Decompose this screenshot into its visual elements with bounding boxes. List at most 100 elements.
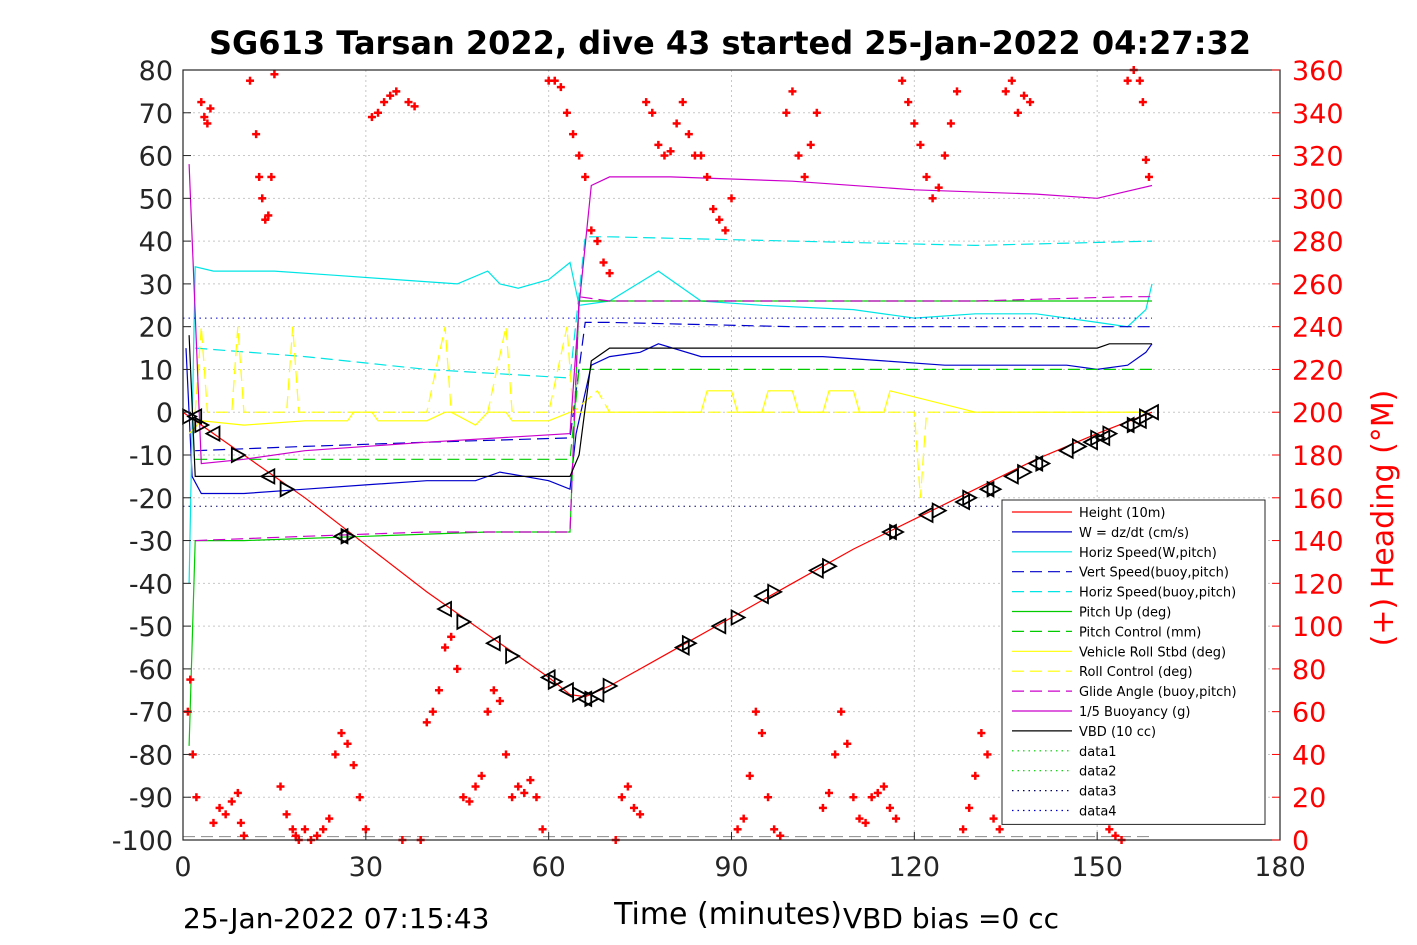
heading-point bbox=[209, 818, 218, 827]
y-tick-label: -70 bbox=[129, 698, 173, 729]
heading-point bbox=[422, 718, 431, 727]
heading-point bbox=[715, 215, 724, 224]
heading-point bbox=[800, 172, 809, 181]
heading-point bbox=[246, 76, 255, 85]
dive-marker bbox=[230, 446, 247, 464]
y-tick-label: -50 bbox=[129, 612, 173, 643]
heading-point bbox=[861, 818, 870, 827]
heading-point bbox=[239, 831, 248, 840]
y-right-tick-label: 0 bbox=[1292, 826, 1309, 857]
heading-point bbox=[867, 793, 876, 802]
heading-point bbox=[267, 172, 276, 181]
legend-label: W = dz/dt (cm/s) bbox=[1079, 526, 1189, 541]
heading-point bbox=[916, 140, 925, 149]
dive-marker bbox=[484, 634, 501, 652]
heading-point bbox=[1135, 76, 1144, 85]
y-tick-label: -40 bbox=[129, 569, 173, 600]
legend-label: Glide Angle (buoy,pitch) bbox=[1079, 685, 1237, 700]
series-layer bbox=[182, 164, 1153, 838]
legend-label: Height (10m) bbox=[1079, 506, 1165, 521]
heading-point bbox=[910, 119, 919, 128]
heading-point bbox=[678, 98, 687, 107]
heading-point bbox=[642, 98, 651, 107]
x-axis-label: Time (minutes) bbox=[613, 897, 842, 932]
heading-point bbox=[441, 643, 450, 652]
heading-point bbox=[703, 172, 712, 181]
heading-point bbox=[733, 825, 742, 834]
heading-point bbox=[428, 707, 437, 716]
heading-point bbox=[928, 194, 937, 203]
y-right-tick-label: 240 bbox=[1292, 313, 1344, 344]
legend-label: Vehicle Roll Stbd (deg) bbox=[1079, 645, 1226, 660]
heading-point bbox=[666, 147, 675, 156]
heading-point bbox=[812, 108, 821, 117]
dive-marker bbox=[889, 523, 905, 541]
heading-point bbox=[709, 205, 718, 214]
heading-point bbox=[776, 831, 785, 840]
x-tick-label: 90 bbox=[714, 852, 748, 883]
heading-point bbox=[849, 793, 858, 802]
heading-point bbox=[599, 258, 608, 267]
heading-point bbox=[629, 803, 638, 812]
series-line bbox=[195, 296, 1152, 542]
heading-point bbox=[331, 750, 340, 759]
heading-point bbox=[471, 782, 480, 791]
heading-point bbox=[569, 130, 578, 139]
heading-point bbox=[971, 771, 980, 780]
heading-point bbox=[1013, 108, 1022, 117]
y-tick-label: -100 bbox=[112, 826, 173, 857]
y-right-tick-label: 180 bbox=[1292, 441, 1344, 472]
heading-point bbox=[1007, 76, 1016, 85]
heading-point bbox=[721, 226, 730, 235]
y-tick-label: 50 bbox=[139, 184, 173, 215]
heading-point bbox=[605, 269, 614, 278]
heading-point bbox=[946, 119, 955, 128]
dive-marker bbox=[822, 557, 838, 575]
legend: Height (10m) W = dz/dt (cm/s) Horiz Speed(… bbox=[1001, 499, 1266, 825]
y-tick-label: 30 bbox=[139, 270, 173, 301]
y-tick-label: 10 bbox=[139, 355, 173, 386]
heading-point bbox=[1001, 87, 1010, 96]
legend-label: 1/5 Buoyancy (g) bbox=[1079, 705, 1190, 720]
y-right-tick-label: 40 bbox=[1292, 740, 1326, 771]
heading-point bbox=[227, 797, 236, 806]
heading-point bbox=[255, 172, 264, 181]
heading-point bbox=[270, 70, 279, 79]
y-right-tick-label: 160 bbox=[1292, 484, 1344, 515]
legend-label: data1 bbox=[1079, 745, 1117, 760]
heading-point bbox=[587, 226, 596, 235]
dive-marker bbox=[588, 686, 605, 704]
x-axis-ticks: 0 30 60 90 120 150 180 bbox=[174, 852, 1305, 883]
heading-point bbox=[404, 98, 413, 107]
heading-point bbox=[489, 686, 498, 695]
dive-marker bbox=[436, 600, 452, 618]
heading-point bbox=[825, 788, 834, 797]
heading-point bbox=[288, 825, 297, 834]
heading-point bbox=[276, 782, 285, 791]
x-tick-label: 60 bbox=[531, 852, 565, 883]
heading-point bbox=[206, 104, 215, 113]
heading-point bbox=[843, 739, 852, 748]
heading-point bbox=[465, 797, 474, 806]
y-axis-left-ticks: 80 70 60 50 40 30 20 10 0 -10 -20 -30 -40 -50 -60 -70 -8… bbox=[112, 56, 173, 857]
heading-point bbox=[873, 788, 882, 797]
heading-point bbox=[550, 76, 559, 85]
y-right-tick-label: 140 bbox=[1292, 527, 1344, 558]
legend-label: Horiz Speed(W,pitch) bbox=[1079, 546, 1217, 561]
heading-point bbox=[374, 108, 383, 117]
y-tick-label: 60 bbox=[139, 142, 173, 173]
dive-marker bbox=[505, 647, 521, 665]
heading-point bbox=[526, 776, 535, 785]
heading-point bbox=[1026, 98, 1035, 107]
dive-marker bbox=[1090, 429, 1107, 447]
heading-point bbox=[514, 782, 523, 791]
heading-point bbox=[392, 87, 401, 96]
y-right-tick-label: 260 bbox=[1292, 270, 1344, 301]
heading-point bbox=[1138, 98, 1147, 107]
y-right-tick-label: 220 bbox=[1292, 355, 1344, 386]
heading-point bbox=[952, 87, 961, 96]
heading-point bbox=[764, 793, 773, 802]
heading-point bbox=[483, 707, 492, 716]
dive-marker bbox=[259, 467, 276, 485]
heading-point bbox=[261, 215, 270, 224]
